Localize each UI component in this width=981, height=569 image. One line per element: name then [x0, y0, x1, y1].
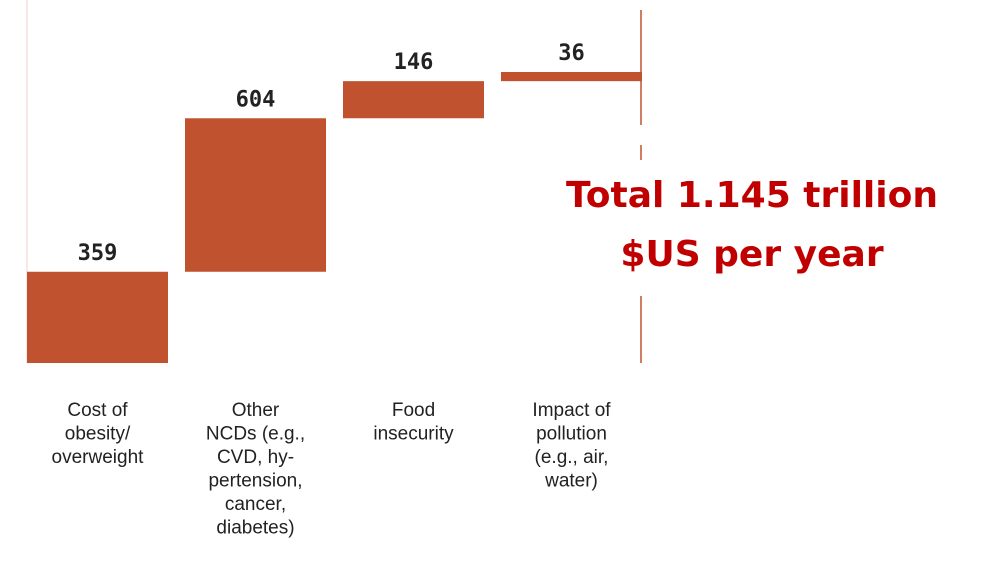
bar — [27, 271, 168, 363]
x-tick-label: pertension, — [208, 471, 302, 492]
value-label: 604 — [236, 87, 276, 112]
x-tick-label: cancer, — [225, 494, 286, 515]
value-label: 146 — [394, 50, 434, 75]
x-tick-label: CVD, hy- — [217, 447, 294, 468]
bar — [185, 118, 326, 272]
bar — [343, 81, 484, 119]
x-tick-label: Impact of — [532, 400, 611, 421]
x-tick-label: Cost of — [67, 400, 128, 421]
x-tick-label: diabetes) — [216, 518, 294, 539]
x-tick-label: Food — [392, 400, 435, 421]
x-tick-label: water) — [544, 471, 598, 492]
bar — [501, 72, 642, 82]
x-tick-label: Other — [232, 400, 280, 421]
value-label: 359 — [78, 241, 118, 266]
x-tick-label: insecurity — [373, 424, 454, 445]
x-tick-label: pollution — [536, 424, 607, 445]
annotation: Total 1.145 trillion — [566, 175, 938, 216]
x-tick-label: NCDs (e.g., — [206, 424, 305, 445]
annotation: $US per year — [620, 234, 883, 275]
x-tick-label: obesity/ — [65, 424, 131, 445]
x-tick-label: (e.g., air, — [535, 447, 609, 468]
x-tick-label: overweight — [52, 447, 145, 468]
value-label: 36 — [558, 41, 585, 66]
